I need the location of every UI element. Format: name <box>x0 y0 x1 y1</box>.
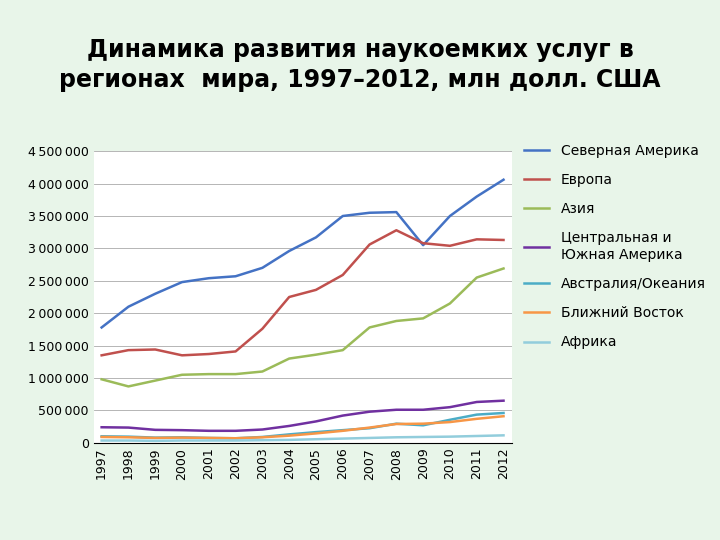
Text: Динамика развития наукоемких услуг в
регионах  мира, 1997–2012, млн долл. США: Динамика развития наукоемких услуг в рег… <box>59 38 661 92</box>
Legend: Северная Америка, Европа, Азия, Центральная и
Южная Америка, Австралия/Океания, : Северная Америка, Европа, Азия, Централь… <box>524 144 706 349</box>
